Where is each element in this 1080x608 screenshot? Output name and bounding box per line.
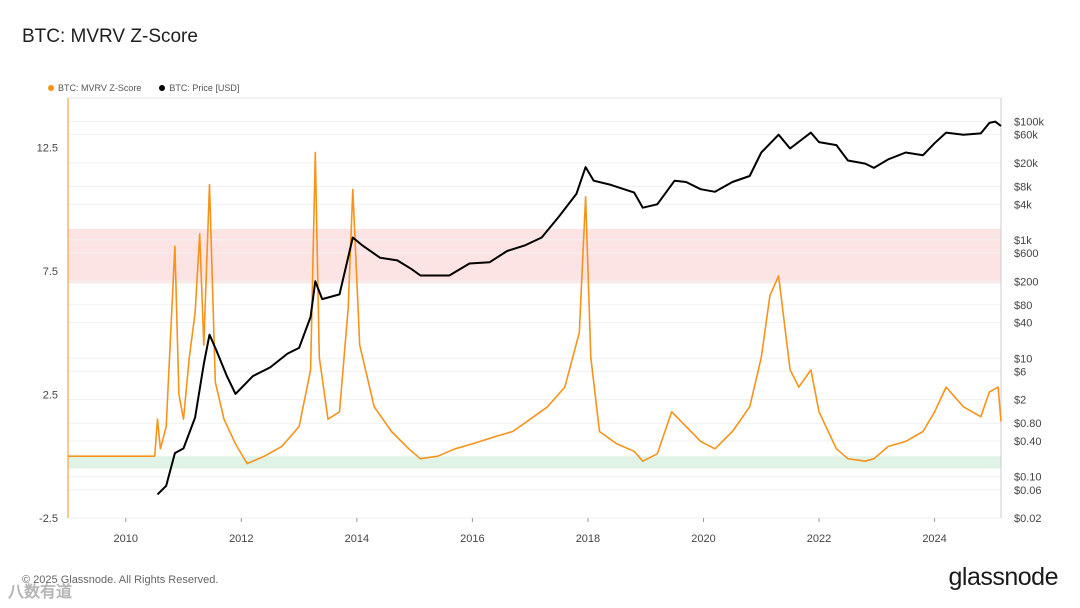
y-tick-label-right: $10: [1014, 353, 1032, 365]
y-tick-label-left: 12.5: [37, 142, 58, 154]
legend-dot-price: [159, 85, 166, 91]
copyright-footer: © 2025 Glassnode. All Rights Reserved.: [22, 574, 219, 586]
y-tick-label-right: $200: [1014, 276, 1038, 288]
y-tick-label-right: $6: [1014, 366, 1026, 378]
y-tick-label-right: $0.06: [1014, 485, 1042, 497]
glassnode-logo: glassnode: [948, 563, 1059, 591]
y-tick-label-right: $20k: [1014, 158, 1038, 170]
y-tick-label-right: $8k: [1014, 181, 1032, 193]
x-tick-label: 2012: [229, 533, 253, 545]
x-tick-label: 2020: [691, 533, 715, 545]
chart-title: BTC: MVRV Z-Score: [22, 26, 198, 47]
x-tick-label: 2016: [460, 533, 484, 545]
series-line-zscore: [68, 151, 1002, 465]
y-tick-label-right: $1k: [1014, 235, 1032, 247]
band-red: [68, 228, 1001, 284]
y-tick-label-right: $0.02: [1014, 513, 1042, 525]
y-tick-label-right: $0.80: [1014, 418, 1042, 430]
plot-area: [67, 97, 1002, 519]
y-tick-label-right: $0.40: [1014, 436, 1042, 448]
legend: BTC: MVRV Z-Score BTC: Price [USD]: [48, 83, 239, 93]
band-green: [68, 456, 1001, 469]
x-tick-label: 2018: [576, 533, 600, 545]
x-tick-label: 2014: [345, 533, 369, 545]
series-line-price: [156, 120, 1002, 496]
y-tick-label-right: $40: [1014, 318, 1032, 330]
y-tick-label-right: $100k: [1014, 117, 1044, 129]
x-tick-label: 2024: [922, 533, 946, 545]
y-tick-label-right: $600: [1014, 248, 1038, 260]
legend-dot-zscore: [48, 85, 54, 91]
legend-item-price[interactable]: BTC: Price [USD]: [159, 83, 239, 93]
y-tick-label-left: -2.5: [39, 513, 58, 525]
x-tick-label: 2022: [807, 533, 831, 545]
y-tick-label-right: $80: [1014, 300, 1032, 312]
y-tick-label-right: $2: [1014, 395, 1026, 407]
y-tick-label-left: 2.5: [43, 389, 58, 401]
x-tick-label: 2010: [114, 533, 138, 545]
legend-label-price: BTC: Price [USD]: [169, 83, 240, 93]
y-tick-label-right: $4k: [1014, 199, 1032, 211]
legend-label-zscore: BTC: MVRV Z-Score: [58, 83, 142, 93]
legend-item-zscore[interactable]: BTC: MVRV Z-Score: [48, 83, 141, 93]
y-tick-label-left: 7.5: [43, 266, 58, 278]
y-tick-label-right: $60k: [1014, 130, 1038, 142]
watermark: 八数有道: [8, 584, 73, 601]
y-tick-label-right: $0.10: [1014, 472, 1042, 484]
